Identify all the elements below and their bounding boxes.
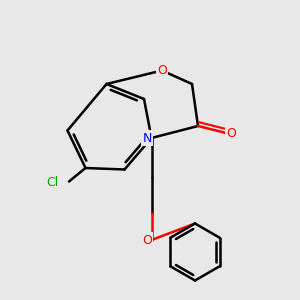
Text: N: N [142,131,152,145]
Text: O: O [142,233,152,247]
Text: Cl: Cl [46,176,58,190]
Text: O: O [226,127,236,140]
Text: O: O [157,64,167,77]
